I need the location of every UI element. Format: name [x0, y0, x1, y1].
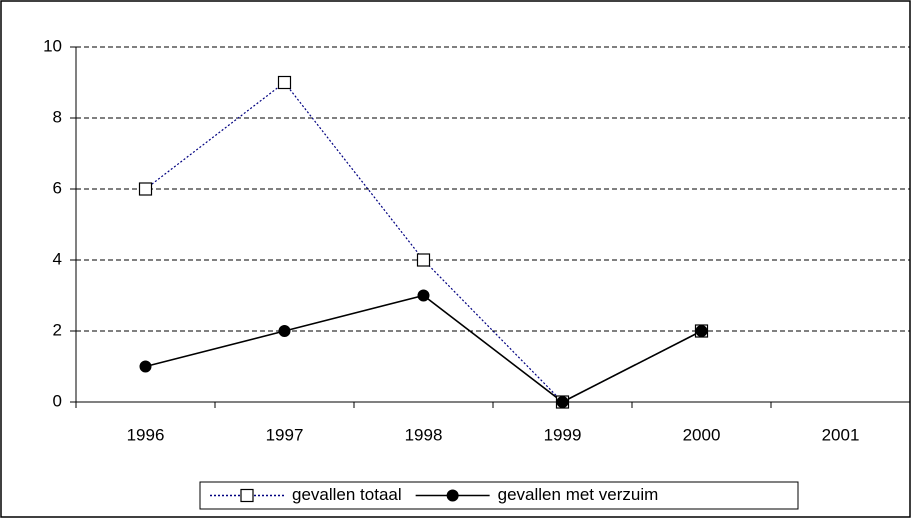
data-point — [446, 489, 459, 502]
x-tick-label: 1998 — [405, 425, 443, 444]
data-point — [138, 182, 153, 196]
data-point — [416, 253, 431, 267]
legend-label: gevallen totaal — [292, 485, 402, 504]
legend-box — [199, 481, 799, 510]
data-point — [277, 75, 292, 90]
legend-label: gevallen met verzuim — [498, 485, 659, 504]
data-point — [278, 325, 291, 337]
data-point — [240, 488, 254, 503]
y-tick-label: 0 — [53, 391, 62, 410]
x-tick-label: 2001 — [822, 425, 860, 444]
x-tick-label: 1999 — [544, 425, 582, 444]
y-tick-label: 10 — [43, 36, 62, 55]
y-tick-label: 2 — [53, 320, 62, 339]
x-tick-label: 1996 — [127, 425, 165, 444]
y-tick-label: 4 — [53, 249, 62, 268]
x-tick-label: 2000 — [683, 425, 721, 444]
data-point — [139, 360, 152, 373]
data-point — [417, 289, 430, 302]
x-tick-label: 1997 — [266, 425, 304, 444]
y-tick-label: 8 — [53, 107, 62, 126]
data-point — [695, 325, 708, 337]
y-tick-label: 6 — [53, 178, 62, 197]
data-point — [556, 396, 569, 408]
